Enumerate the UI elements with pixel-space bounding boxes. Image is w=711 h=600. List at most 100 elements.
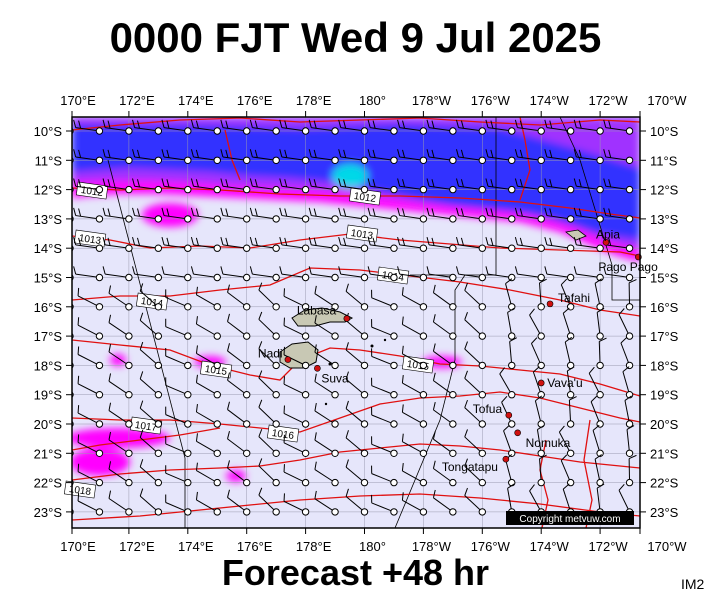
- wind-barb: [464, 429, 486, 457]
- wind-barb: [195, 462, 221, 487]
- wind-barb: [195, 403, 221, 428]
- wind-barb: [77, 492, 104, 516]
- wind-barb: [132, 149, 163, 165]
- wind-barb: [432, 431, 457, 457]
- forecast-label: Forecast +48 hr: [221, 552, 490, 593]
- wind-barb: [73, 119, 104, 135]
- rain-spot: [142, 203, 198, 227]
- lon-label-top: 170°W: [647, 93, 687, 108]
- wind-barb: [464, 341, 486, 370]
- wind-barb: [279, 178, 310, 194]
- wind-barb: [573, 149, 604, 165]
- place-dot: [343, 315, 351, 322]
- wind-barb: [464, 370, 486, 399]
- place-label: Suva: [321, 371, 349, 385]
- wind-barb: [258, 458, 280, 487]
- place-dot: [537, 379, 545, 387]
- wind-barb: [367, 266, 398, 282]
- wind-barb: [367, 149, 398, 165]
- axis-labels: 170°E 170°E 172°E 172°E 174°E 174°E 176°E 176°E…: [34, 93, 688, 554]
- graticule: [72, 117, 640, 528]
- wind-barb: [108, 285, 133, 311]
- lat-label-left: 22°S: [34, 476, 63, 491]
- wind-barb: [594, 454, 604, 487]
- lat-label-left: 23°S: [34, 505, 63, 520]
- lat-label-left: 17°S: [34, 329, 63, 344]
- wind-barb: [426, 237, 457, 252]
- place-label: Vava'u: [547, 376, 582, 390]
- wind-barb: [464, 282, 486, 311]
- wind-barb: [432, 284, 457, 311]
- wind-barb: [345, 430, 369, 457]
- place-marker: Vava'u: [537, 376, 583, 390]
- wind-barb: [139, 312, 163, 340]
- wind-barb: [401, 462, 428, 487]
- lat-label-right: 19°S: [650, 388, 679, 403]
- wind-barb: [139, 283, 163, 311]
- wind-barb: [314, 315, 339, 340]
- wind-barb: [338, 207, 369, 223]
- wind-barb: [283, 288, 310, 311]
- isobar-label-text: 1016: [271, 428, 295, 442]
- wind-barb: [367, 237, 398, 252]
- wind-barb: [165, 318, 192, 340]
- wind-barb: [503, 424, 516, 457]
- wind-barb: [190, 266, 221, 282]
- wind-barb: [529, 308, 545, 340]
- wind-barb: [514, 266, 545, 282]
- place-dot: [284, 356, 292, 363]
- wind-barb: [73, 237, 104, 252]
- wind-barb: [464, 312, 486, 340]
- lon-label-top: 176°E: [237, 93, 273, 108]
- wind-barb: [573, 266, 604, 282]
- place-dot: [602, 239, 610, 246]
- wind-barb: [165, 406, 192, 428]
- lon-label-bottom: 178°W: [412, 539, 452, 554]
- wind-barb: [596, 307, 605, 340]
- lat-label-right: 12°S: [650, 183, 679, 198]
- wind-barb: [426, 178, 457, 194]
- wind-barb: [227, 460, 251, 487]
- isobar-label: 1013: [73, 229, 107, 248]
- wind-barb: [102, 119, 133, 135]
- wind-barb: [249, 237, 280, 252]
- islet: [324, 402, 328, 406]
- wind-barb: [625, 425, 635, 457]
- wind-barb: [77, 317, 104, 340]
- wind-barb: [283, 493, 310, 516]
- isobar-label: 1017: [129, 416, 163, 435]
- wind-barb: [308, 119, 339, 135]
- wind-barb: [507, 307, 516, 340]
- wind-barb: [108, 431, 133, 457]
- wind-barb: [455, 149, 486, 165]
- rain-spot: [110, 354, 126, 366]
- wind-barb: [544, 119, 575, 135]
- wind-barb: [485, 119, 516, 135]
- axis-ticks: [66, 111, 646, 534]
- isobar-label-text: 1013: [78, 233, 102, 247]
- place-marker: Tafahi: [546, 291, 590, 308]
- lon-label-top: 170°E: [60, 93, 96, 108]
- place-label: Tofua: [473, 402, 503, 416]
- wind-barb: [455, 207, 486, 223]
- wind-barb: [258, 282, 280, 311]
- wind-barb: [345, 371, 369, 399]
- wind-barb: [139, 429, 163, 457]
- isobar-labels: 1012101210131013101410141015101510161017…: [63, 181, 435, 499]
- wind-barb: [338, 178, 369, 194]
- wind-barb: [258, 487, 280, 516]
- wind-barb: [620, 337, 634, 370]
- wind-barb: [345, 459, 369, 487]
- isobar-label-text: 1017: [134, 420, 158, 434]
- place-label: Nomuka: [526, 436, 571, 450]
- wind-barb: [308, 266, 339, 282]
- wind-barb: [603, 266, 634, 282]
- copyright-box: [506, 511, 634, 525]
- islet: [328, 362, 332, 366]
- wind-barb: [258, 370, 280, 399]
- wind-barb: [283, 376, 310, 399]
- wind-barb: [308, 178, 339, 194]
- wind-barb: [279, 149, 310, 165]
- wind-barb: [314, 490, 339, 516]
